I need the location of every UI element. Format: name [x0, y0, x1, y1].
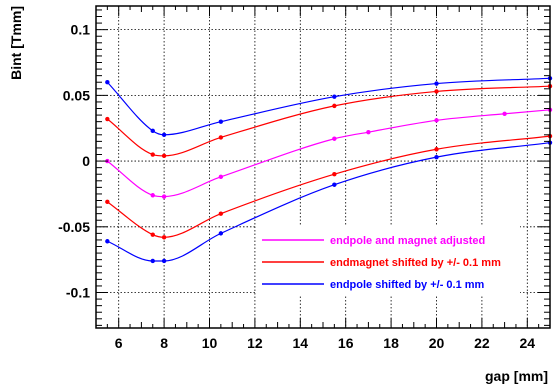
- x-tick-label: 22: [474, 335, 490, 351]
- x-tick-label: 24: [520, 335, 536, 351]
- data-point: [150, 152, 155, 157]
- x-tick-label: 18: [383, 335, 399, 351]
- data-point: [434, 154, 439, 160]
- data-point: [161, 235, 167, 240]
- data-point: [434, 147, 439, 152]
- y-tick-label: -0.1: [66, 285, 90, 301]
- data-point: [434, 118, 439, 123]
- x-axis-title: gap [mm]: [485, 368, 548, 384]
- legend: endpole and magnet adjusted endmagnet shi…: [256, 226, 520, 296]
- x-tick-label: 16: [338, 335, 354, 351]
- data-point: [150, 258, 155, 264]
- data-point: [434, 81, 439, 86]
- data-point: [105, 199, 110, 205]
- x-tick-label: 20: [429, 335, 445, 351]
- y-tick-label: 0: [82, 153, 90, 169]
- ticks: [96, 6, 550, 328]
- y-tick-label: -0.05: [58, 219, 90, 235]
- legend-label: endpole and magnet adjusted: [330, 235, 485, 247]
- data-point: [218, 211, 224, 216]
- data-point: [105, 239, 110, 244]
- data-point: [150, 128, 155, 134]
- x-tick-label: 6: [115, 335, 123, 351]
- x-tick-label: 14: [293, 335, 309, 351]
- data-point: [105, 116, 110, 122]
- legend-label: endpole shifted by +/- 0.1 mm: [330, 279, 485, 291]
- x-tick-label: 10: [202, 335, 218, 351]
- data-point: [161, 194, 167, 199]
- data-point: [150, 193, 155, 198]
- data-point: [366, 129, 371, 135]
- legend-label: endmagnet shifted by +/- 0.1 mm: [330, 257, 501, 269]
- data-point: [332, 103, 337, 109]
- data-point: [161, 153, 167, 159]
- x-tick-label: 8: [160, 335, 168, 351]
- data-point: [218, 119, 224, 124]
- y-tick-label: 0.1: [71, 22, 91, 38]
- data-point: [502, 111, 507, 116]
- data-point: [332, 182, 337, 187]
- tick-labels: 6 8 10 12 14 16 18 20 22 24 -0.1 -0.05 0 0.05 0.1: [58, 22, 535, 351]
- series-1: [105, 83, 553, 159]
- data-point: [332, 136, 337, 141]
- data-point: [218, 174, 224, 180]
- series-layer: [105, 76, 553, 264]
- data-point: [218, 135, 224, 140]
- series-0: [105, 76, 553, 137]
- data-point: [332, 94, 337, 99]
- data-point: [434, 89, 439, 94]
- data-point: [105, 80, 110, 85]
- data-point: [161, 132, 167, 137]
- data-point: [332, 172, 337, 177]
- y-tick-label: 0.05: [63, 87, 90, 103]
- x-tick-label: 12: [247, 335, 263, 351]
- y-axis-title: Bint [Tmm]: [8, 6, 24, 80]
- data-point: [150, 232, 155, 237]
- data-point: [218, 231, 224, 236]
- data-point: [161, 258, 167, 264]
